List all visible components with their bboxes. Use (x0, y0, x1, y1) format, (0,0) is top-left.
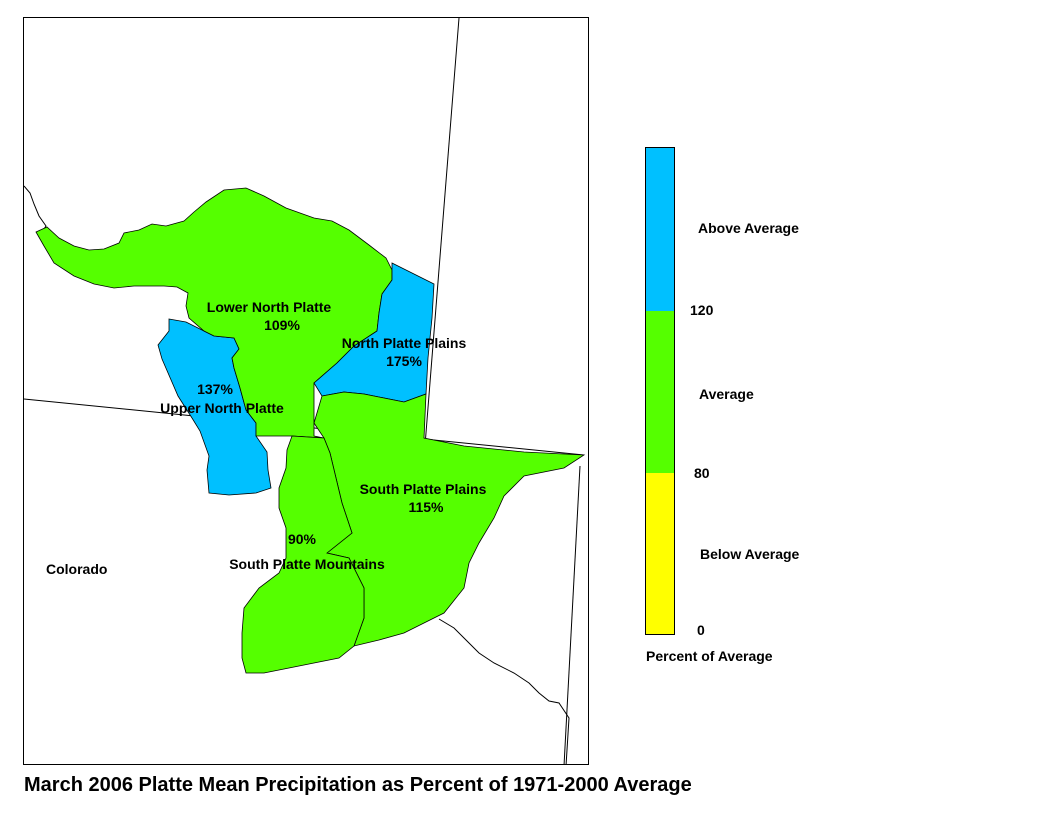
legend-title: Percent of Average (646, 648, 773, 664)
basin-label-north-platte-plains: North Platte Plains (342, 335, 467, 351)
basin-percent-upper-north-platte: 137% (197, 381, 233, 397)
county-line-northwest (24, 185, 47, 233)
basin-label-south-platte-plains: South Platte Plains (360, 481, 487, 497)
basin-percent-north-platte-plains: 175% (386, 353, 422, 369)
basin-south-platte-mountains[interactable] (241, 435, 365, 674)
basin-label-lower-north-platte: Lower North Platte (207, 299, 332, 315)
legend-break-80: 80 (694, 465, 710, 481)
legend-class-average: Average (699, 386, 754, 402)
legend-break-120: 120 (690, 302, 714, 318)
basin-percent-south-platte-plains: 115% (408, 499, 444, 515)
legend-swatch-average (646, 311, 674, 473)
legend-swatch-above-average (646, 148, 674, 311)
basin-map: Lower North Platte 109% North Platte Pla… (24, 18, 586, 764)
basin-percent-south-platte-mountains: 90% (288, 531, 317, 547)
map-title: March 2006 Platte Mean Precipitation as … (24, 774, 692, 796)
basin-percent-lower-north-platte: 109% (264, 317, 300, 333)
basin-label-upper-north-platte: Upper North Platte (160, 400, 284, 416)
legend-class-above-average: Above Average (698, 220, 799, 236)
basin-label-south-platte-mountains: South Platte Mountains (229, 556, 385, 572)
state-boundary-southeast (563, 465, 581, 764)
county-line-southeast (438, 618, 570, 764)
state-boundary-east (423, 18, 460, 459)
legend-class-below-average: Below Average (700, 546, 800, 562)
legend-color-bar (645, 147, 675, 635)
map-frame: Lower North Platte 109% North Platte Pla… (23, 17, 589, 765)
legend-break-0: 0 (697, 622, 705, 638)
state-label-colorado: Colorado (46, 561, 107, 577)
legend-swatch-below-average (646, 473, 674, 634)
